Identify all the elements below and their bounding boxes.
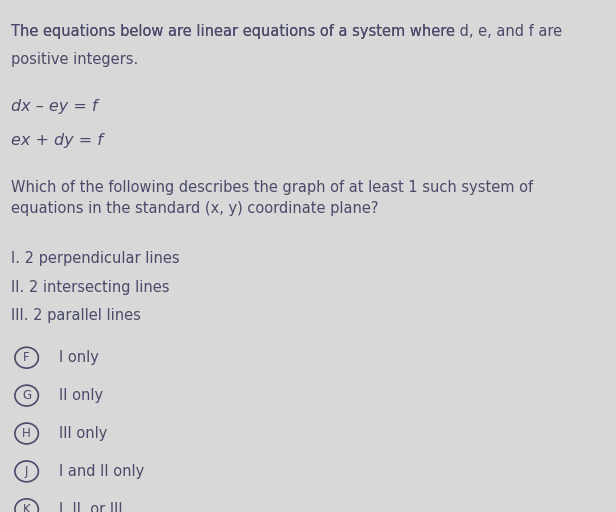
Text: G: G [22, 389, 31, 402]
Text: I only: I only [59, 350, 99, 365]
Text: II. 2 intersecting lines: II. 2 intersecting lines [10, 280, 169, 294]
Text: K: K [23, 503, 30, 512]
Text: I and II only: I and II only [59, 464, 144, 479]
Text: III. 2 parallel lines: III. 2 parallel lines [10, 308, 140, 323]
Text: H: H [22, 427, 31, 440]
Text: dx – ey = f: dx – ey = f [10, 99, 97, 115]
Text: II only: II only [59, 388, 103, 403]
Text: The equations below are linear equations of a system where: The equations below are linear equations… [10, 24, 460, 39]
Text: I. 2 perpendicular lines: I. 2 perpendicular lines [10, 251, 179, 266]
Text: I, II, or III: I, II, or III [59, 502, 122, 512]
Text: F: F [23, 351, 30, 364]
Text: J: J [25, 465, 28, 478]
Text: positive integers.: positive integers. [10, 52, 138, 67]
Text: III only: III only [59, 426, 107, 441]
Text: The equations below are linear equations of a system where d, e, and f are: The equations below are linear equations… [10, 24, 562, 39]
Text: Which of the following describes the graph of at least 1 such system of
equation: Which of the following describes the gra… [10, 180, 533, 216]
Text: ex + dy = f: ex + dy = f [10, 133, 102, 147]
